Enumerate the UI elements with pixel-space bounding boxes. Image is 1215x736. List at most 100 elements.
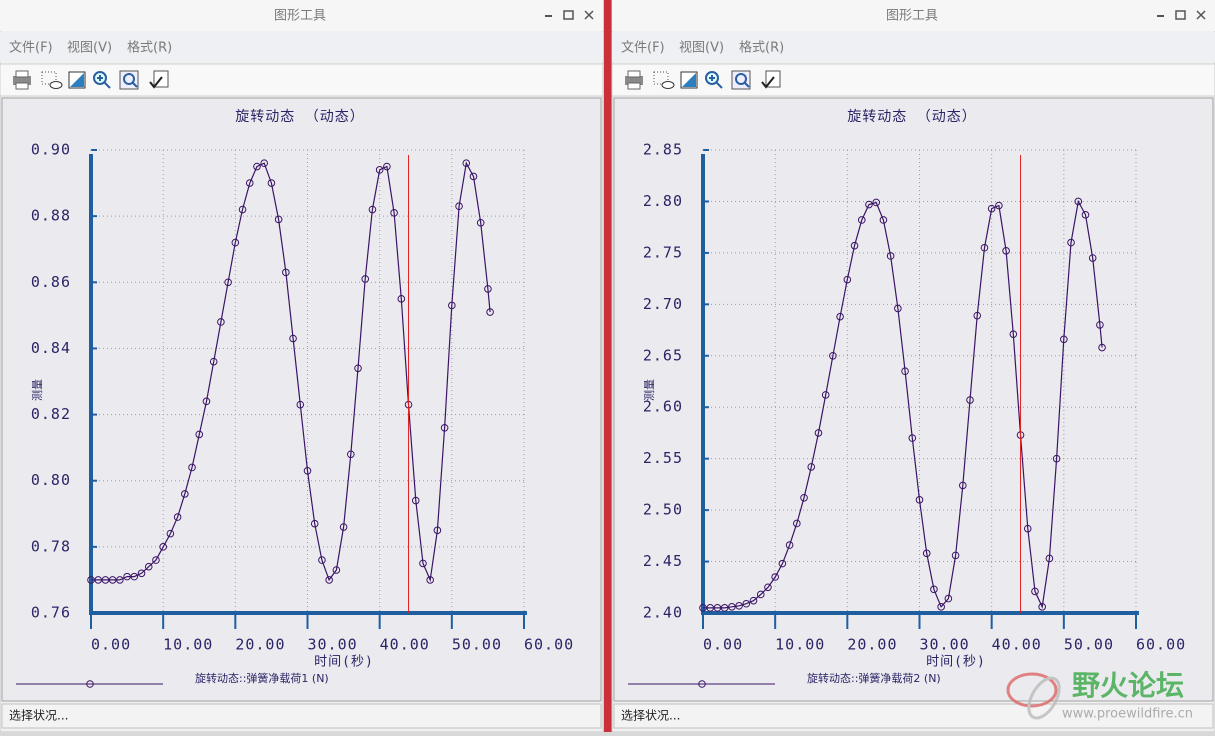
- data-point: [238, 205, 247, 214]
- data-point: [448, 301, 456, 310]
- status-bar: [1, 703, 602, 729]
- data-point: [332, 566, 341, 574]
- data-point: [181, 490, 189, 498]
- data-point: [735, 601, 743, 610]
- data-point: [440, 424, 449, 432]
- icon: [97, 75, 111, 89]
- toolbar-button[interactable]: [705, 71, 723, 89]
- data-point: [354, 364, 362, 373]
- chart: 旋转动态 （动态） 2.40 2.45 2.50 2.55 2.60 2.65 2.70 2.7…: [628, 109, 1186, 688]
- data-point: [87, 576, 95, 584]
- data-point: [123, 572, 131, 581]
- data-point: [865, 200, 873, 209]
- toolbar-button[interactable]: [625, 70, 643, 90]
- y-tick-label: 2.60: [643, 398, 683, 416]
- toolbar-button[interactable]: [731, 70, 751, 90]
- data-point: [742, 599, 751, 608]
- toolbar-button[interactable]: [761, 70, 781, 89]
- data-point: [706, 604, 715, 612]
- toolbar: [0, 63, 604, 97]
- menu-item[interactable]: 文件(F): [9, 41, 53, 56]
- toolbar-button[interactable]: [13, 70, 31, 90]
- icon: [627, 70, 641, 78]
- x-axis-label: 时间(秒): [314, 655, 374, 670]
- watermark-logo: [1027, 676, 1061, 720]
- data-point: [310, 519, 319, 528]
- y-tick-label: 0.80: [31, 471, 71, 489]
- toolbar-button[interactable]: [119, 70, 139, 90]
- y-tick-label: 0.76: [31, 604, 71, 622]
- data-point: [152, 556, 160, 564]
- data-point: [1038, 603, 1046, 611]
- data-point: [195, 430, 204, 439]
- legend-swatch: [86, 680, 94, 688]
- toolbar-button[interactable]: [653, 71, 675, 89]
- toolbar-button[interactable]: [41, 71, 63, 89]
- maximize-button[interactable]: [1175, 10, 1186, 20]
- data-point: [800, 493, 808, 502]
- data-point: [807, 463, 816, 471]
- title-bar: [0, 0, 603, 31]
- menu-bar: [612, 32, 1215, 62]
- menu-item[interactable]: 格式(R): [127, 40, 172, 56]
- toolbar-button[interactable]: [680, 71, 698, 89]
- close-button[interactable]: [584, 10, 594, 20]
- data-point: [922, 549, 931, 558]
- data-point: [764, 583, 772, 592]
- series-line: [91, 161, 491, 583]
- window-title: 图形工具: [886, 9, 938, 24]
- data-point: [829, 351, 837, 360]
- y-tick-label: 2.75: [643, 243, 683, 261]
- toolbar-button[interactable]: [149, 70, 169, 89]
- data-point: [901, 367, 909, 376]
- x-tick-label: 40.00: [380, 636, 430, 654]
- data-point: [486, 308, 494, 316]
- legend-entry: 旋转动态::弹簧净载荷2 (N): [807, 671, 941, 685]
- data-point: [289, 334, 297, 343]
- data-point: [771, 573, 779, 581]
- data-point: [231, 238, 240, 247]
- chart: 旋转动态 （动态） 0.76 0.78 0.80 0.82 0.84 0.86 0.88 0.9…: [16, 109, 573, 688]
- data-point: [908, 434, 917, 442]
- legend-entry: 旋转动态::弹簧净载荷1 (N): [195, 671, 329, 685]
- data-point: [173, 513, 182, 521]
- x-tick-label: 60.00: [1136, 636, 1186, 654]
- data-point: [785, 541, 794, 549]
- icon: [70, 73, 84, 87]
- toolbar-button[interactable]: [93, 71, 111, 89]
- legend-swatch: [698, 680, 706, 688]
- data-point: [814, 429, 823, 437]
- data-point: [245, 179, 254, 187]
- data-point: [188, 463, 196, 472]
- menu-item[interactable]: 视图(V): [679, 41, 724, 56]
- y-tick-label: 0.84: [31, 339, 71, 357]
- watermark-url: www.proewildfire.cn: [1062, 707, 1193, 722]
- x-axis-label: 时间(秒): [926, 655, 986, 670]
- icon: [41, 71, 57, 85]
- y-tick-label: 2.65: [643, 346, 683, 364]
- maximize-button[interactable]: [563, 10, 574, 20]
- menu-item[interactable]: 格式(R): [739, 40, 784, 56]
- x-tick-label: 30.00: [308, 636, 358, 654]
- data-point: [980, 243, 989, 252]
- y-tick-label: 2.80: [643, 192, 683, 210]
- data-point: [101, 576, 110, 584]
- icon: [682, 73, 696, 87]
- background-strip: [604, 0, 612, 732]
- close-button[interactable]: [1196, 10, 1206, 20]
- data-point: [987, 204, 996, 213]
- data-point: [303, 466, 312, 475]
- data-point: [339, 523, 348, 531]
- icon: [123, 73, 135, 85]
- toolbar-button[interactable]: [68, 71, 86, 89]
- icon: [149, 76, 163, 89]
- series-line: [703, 199, 1103, 609]
- y-tick-label: 0.78: [31, 537, 71, 555]
- icon: [709, 75, 723, 89]
- data-point: [433, 526, 442, 535]
- menu-item[interactable]: 视图(V): [67, 41, 112, 56]
- data-point: [116, 576, 124, 584]
- data-point: [130, 572, 139, 581]
- menu-item[interactable]: 文件(F): [621, 41, 665, 56]
